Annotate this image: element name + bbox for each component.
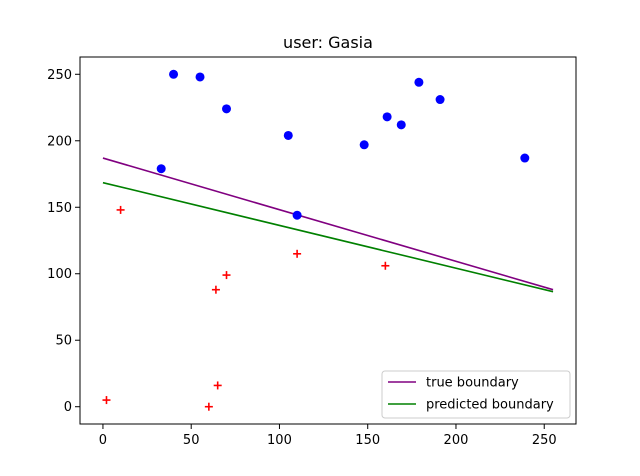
y-tick-label: 50: [55, 334, 72, 349]
circle-point: [396, 120, 406, 130]
y-tick-label: 0: [64, 400, 72, 415]
circle-point: [283, 130, 293, 140]
circle-point: [222, 104, 232, 114]
circle-point: [435, 95, 445, 105]
x-tick-label: 250: [532, 433, 557, 448]
plus-point: [116, 205, 125, 214]
plus-point: [102, 396, 111, 405]
legend: true boundary predicted boundary: [381, 370, 571, 419]
plot-frame: [79, 56, 577, 425]
x-axis: 0 50 100 150 200 250: [99, 424, 557, 448]
circle-point: [414, 77, 424, 87]
plus-point: [213, 381, 222, 390]
y-tick-label: 100: [47, 267, 72, 282]
y-tick-label: 200: [47, 134, 72, 149]
legend-label-predicted-boundary: predicted boundary: [426, 398, 554, 413]
x-tick-label: 200: [444, 433, 469, 448]
circle-point: [169, 69, 179, 79]
plus-point: [211, 285, 220, 294]
plus-point: [204, 402, 213, 411]
plus-point: [381, 261, 390, 270]
circle-point: [156, 164, 166, 174]
chart-title: user: Gasia: [283, 33, 373, 52]
circle-point: [359, 140, 369, 150]
y-tick-label: 250: [47, 68, 72, 83]
x-tick-label: 0: [99, 433, 107, 448]
predicted-boundary-line: [102, 181, 554, 293]
legend-label-true-boundary: true boundary: [426, 376, 519, 391]
plus-point: [293, 249, 302, 258]
true-boundary-line: [102, 157, 554, 291]
circle-point: [195, 72, 205, 82]
y-tick-label: 150: [47, 201, 72, 216]
y-axis: 0 50 100 150 200 250: [47, 68, 80, 415]
x-tick-label: 100: [267, 433, 292, 448]
circle-point: [292, 210, 302, 220]
plot-area: [102, 69, 554, 411]
x-tick-label: 50: [183, 433, 200, 448]
legend-box: [381, 370, 571, 419]
circle-point: [520, 153, 530, 163]
plus-point: [222, 271, 231, 280]
x-tick-label: 150: [355, 433, 380, 448]
circle-point: [382, 112, 392, 122]
